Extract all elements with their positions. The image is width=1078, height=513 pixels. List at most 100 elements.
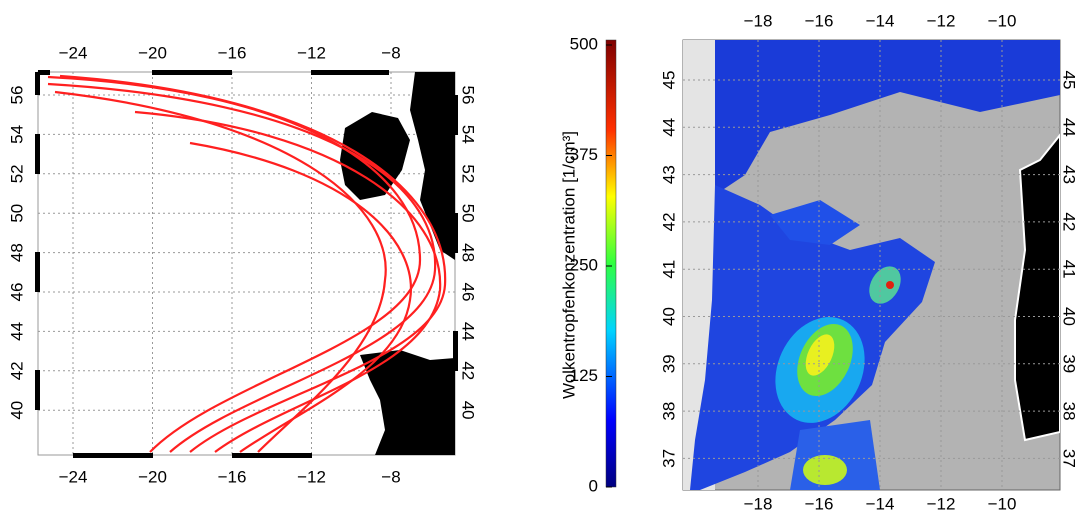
lon-label: −8 [381, 467, 400, 486]
lat-label: 40 [659, 307, 678, 326]
lon-label: −10 [988, 11, 1017, 30]
trajectory [189, 141, 413, 453]
land [340, 72, 455, 455]
lat-label: 42 [459, 361, 478, 380]
grid [38, 72, 455, 455]
grid [683, 40, 1060, 490]
iberia [360, 350, 455, 455]
lon-label: −16 [805, 494, 834, 513]
lon-label: −20 [138, 43, 167, 62]
lat-label: 38 [1060, 402, 1078, 421]
tick-bar [38, 70, 50, 75]
britain [410, 72, 455, 260]
lat-label: 41 [659, 260, 678, 279]
lat-label: 41 [1060, 260, 1078, 279]
tick-bar [453, 213, 458, 253]
colorbar-tick-label: 250 [570, 255, 598, 274]
cloud-field [869, 266, 901, 304]
cloud-field [715, 40, 1060, 195]
lon-label: −16 [805, 11, 834, 30]
lat-label: 44 [7, 322, 26, 341]
lat-label: 44 [659, 118, 678, 137]
lon-label: −14 [866, 494, 895, 513]
lon-label: −14 [866, 11, 895, 30]
tick-bar [35, 134, 40, 174]
lat-label: 37 [1060, 449, 1078, 468]
colorbar-tick-label: 0 [589, 476, 598, 495]
axis-labels: −18 −18 −16 −16 −14 −14 −12 −12 −10 −10 45 45 44 44 43… [659, 11, 1078, 513]
lon-label: −12 [927, 494, 956, 513]
colorbar: Wolkentropfenkonzentration [1/cm³] 0 125 2… [559, 34, 617, 495]
lat-label: 48 [459, 243, 478, 262]
trajectories [47, 74, 447, 453]
tick-bar [453, 95, 458, 135]
trajectory [59, 74, 447, 453]
lon-label: −18 [744, 494, 773, 513]
tick-bar [35, 370, 40, 410]
lat-label: 42 [7, 361, 26, 380]
colorbar-scale [605, 39, 617, 488]
retrieval-field [683, 40, 1060, 490]
trajectory-map: −24 −24 −20 −20 −16 −16 −12 −12 −8 −8 56 56 54 54 52 52… [7, 43, 477, 486]
lat-label: 42 [659, 212, 678, 231]
lat-label: 56 [459, 86, 478, 105]
colorbar-tick-label: 375 [570, 145, 598, 164]
lat-label: 45 [659, 71, 678, 90]
trajectory [47, 82, 437, 453]
tick-bar [311, 70, 389, 75]
tick-bar [73, 453, 153, 458]
tick-bar [232, 453, 312, 458]
lat-label: 44 [1060, 118, 1078, 137]
cloud-field [886, 281, 894, 289]
lat-label: 46 [459, 283, 478, 302]
lat-label: 48 [7, 243, 26, 262]
lat-label: 37 [659, 449, 678, 468]
axis-labels: −24 −24 −20 −20 −16 −16 −12 −12 −8 −8 56 56 54 54 52 52… [7, 43, 477, 486]
lon-label: −20 [138, 467, 167, 486]
tick-bar [152, 70, 232, 75]
lat-label: 44 [459, 322, 478, 341]
lon-label: −18 [744, 11, 773, 30]
coastline [1014, 133, 1060, 442]
lat-label: 43 [1060, 165, 1078, 184]
lat-label: 54 [459, 125, 478, 144]
lon-label: −12 [297, 43, 326, 62]
lat-label: 50 [459, 204, 478, 223]
lat-label: 40 [459, 401, 478, 420]
lat-label: 40 [1060, 307, 1078, 326]
lat-label: 52 [7, 164, 26, 183]
trajectory [134, 110, 442, 453]
lat-label: 52 [459, 164, 478, 183]
colorbar-tick-label: 125 [570, 366, 598, 385]
lon-label: −8 [381, 43, 400, 62]
colorbar-label: Wolkentropfenkonzentration [1/cm³] [559, 131, 578, 399]
tick-bar [35, 252, 40, 292]
trajectory [54, 90, 387, 453]
colorbar-tick-label: 500 [570, 34, 598, 53]
lat-label: 39 [659, 354, 678, 373]
lat-label: 43 [659, 165, 678, 184]
cloud-field [770, 200, 860, 245]
lon-label: −16 [218, 43, 247, 62]
lon-label: −24 [59, 467, 88, 486]
satellite-map: −18 −18 −16 −16 −14 −14 −12 −12 −10 −10 45 45 44 44 43… [659, 11, 1078, 513]
lat-label: 54 [7, 125, 26, 144]
lat-label: 40 [7, 401, 26, 420]
lat-label: 50 [7, 204, 26, 223]
lat-label: 56 [7, 86, 26, 105]
tick-bar [453, 331, 458, 371]
lon-label: −12 [297, 467, 326, 486]
lat-label: 39 [1060, 354, 1078, 373]
lon-label: −10 [988, 494, 1017, 513]
lat-label: 38 [659, 402, 678, 421]
lon-label: −16 [218, 467, 247, 486]
lat-label: 42 [1060, 212, 1078, 231]
frame-ticks [35, 70, 458, 458]
cloud-field [805, 334, 835, 376]
tick-bar [35, 72, 40, 95]
cloud-field [803, 455, 847, 485]
lat-label: 46 [7, 283, 26, 302]
lat-label: 45 [1060, 71, 1078, 90]
lon-label: −12 [927, 11, 956, 30]
